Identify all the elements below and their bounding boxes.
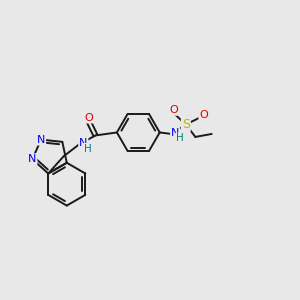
- Text: H: H: [84, 144, 92, 154]
- Text: O: O: [199, 110, 208, 120]
- Text: O: O: [169, 105, 178, 115]
- Text: H: H: [176, 134, 184, 143]
- Text: N: N: [28, 154, 37, 164]
- Text: S: S: [182, 118, 190, 131]
- Text: N: N: [171, 128, 179, 138]
- Text: O: O: [84, 112, 93, 123]
- Text: N: N: [79, 138, 88, 148]
- Text: N: N: [37, 135, 45, 145]
